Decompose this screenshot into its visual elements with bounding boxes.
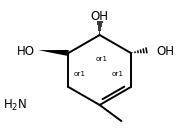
Polygon shape	[38, 50, 69, 56]
Text: H$_2$N: H$_2$N	[3, 97, 27, 113]
Text: HO: HO	[16, 45, 34, 58]
Text: OH: OH	[156, 45, 174, 58]
Text: or1: or1	[74, 71, 86, 77]
Text: or1: or1	[112, 71, 124, 77]
Text: or1: or1	[96, 56, 107, 62]
Text: OH: OH	[91, 10, 109, 23]
